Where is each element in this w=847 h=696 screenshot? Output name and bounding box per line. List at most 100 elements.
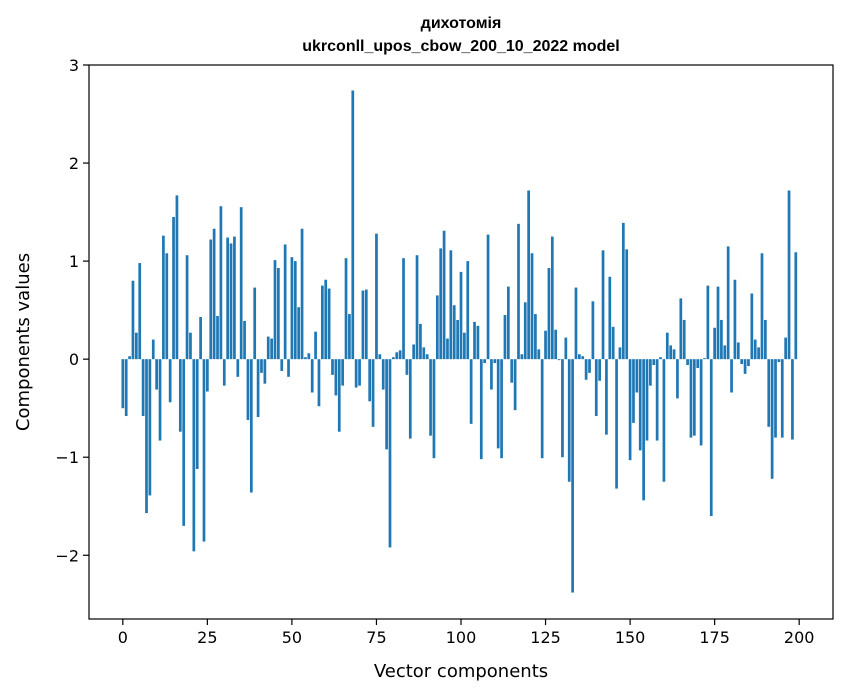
bar-158 [655,359,659,441]
bar-152 [635,359,639,393]
x-tick-label: 100 [446,628,477,647]
x-tick-label: 125 [530,628,561,647]
bar-167 [686,359,689,366]
bar-49 [287,359,290,377]
bar-75 [375,233,378,360]
bar-105 [476,325,480,360]
bar-128 [554,329,558,360]
bar-185 [747,359,750,367]
bar-71 [361,290,365,360]
bar-184 [743,359,747,374]
bar-104 [473,321,476,360]
bar-65 [341,359,344,386]
bar-130 [561,359,564,458]
bar-121 [530,253,534,360]
bar-20 [189,332,192,360]
bar-129 [557,359,561,361]
bar-193 [774,359,777,438]
bar-59 [320,285,324,360]
bar-68 [351,90,355,360]
bar-5 [138,263,142,360]
bar-43 [266,336,270,360]
x-tick-label: 175 [699,628,730,647]
bar-64 [337,359,341,432]
bar-8 [148,359,152,496]
bar-139 [591,301,595,360]
bar-197 [787,190,791,360]
bar-19 [185,255,189,360]
bar-56 [310,359,314,393]
bar-4 [134,332,138,360]
bar-66 [344,258,348,360]
bar-61 [327,288,331,360]
bar-70 [358,359,361,386]
y-axis-ticks: −2 −1 0 1 2 3 [55,56,89,565]
bar-14 [168,359,172,403]
bar-144 [608,276,612,360]
bar-133 [571,359,574,593]
bar-157 [652,359,656,366]
bar-74 [371,359,375,427]
bar-24 [202,359,206,542]
bar-36 [243,320,246,360]
bar-81 [395,352,399,360]
bar-92 [432,359,436,459]
bar-32 [229,243,233,360]
bar-2 [128,356,131,360]
bar-178 [723,345,727,360]
y-tick-label: 1 [69,252,79,271]
bar-168 [689,359,693,438]
bar-28 [216,316,219,360]
bar-12 [162,235,165,360]
bar-176 [716,286,720,360]
bar-51 [293,261,297,360]
bar-103 [469,359,473,424]
bar-98 [452,305,456,360]
bar-58 [317,359,321,407]
bar-62 [331,359,334,375]
bar-90 [425,354,429,360]
bar-140 [594,359,598,417]
bar-37 [246,359,250,420]
bar-86 [412,344,416,360]
y-tick-label: 2 [69,154,79,173]
bar-124 [540,359,544,459]
bar-166 [682,319,686,360]
bar-146 [615,359,618,489]
bar-60 [324,279,328,360]
bar-173 [706,285,710,360]
bar-22 [195,359,199,469]
bar-57 [314,331,317,360]
bar-97 [449,250,453,360]
x-axis-ticks: 0 25 50 75 100 125 150 175 200 [118,619,815,647]
bar-15 [172,216,175,360]
bar-55 [307,353,311,360]
bar-48 [283,244,287,360]
bar-187 [753,339,757,360]
x-tick-label: 200 [784,628,815,647]
bar-9 [151,339,155,360]
bar-40 [256,359,260,418]
bar-156 [649,359,652,386]
bar-135 [578,354,581,360]
bar-180 [730,359,733,393]
bar-141 [598,359,602,381]
bar-198 [791,359,794,440]
bar-18 [182,359,186,526]
chart-title-line1: дихотомія [421,15,502,32]
bar-114 [506,286,510,360]
bar-77 [381,359,385,390]
bar-115 [510,359,514,383]
bar-38 [249,359,253,493]
bar-79 [388,359,392,548]
bar-150 [628,359,632,461]
bar-191 [767,359,771,427]
bar-143 [605,359,608,435]
bar-151 [632,359,635,423]
bar-199 [794,252,798,360]
bar-82 [398,350,402,360]
plot-area-frame [88,64,834,620]
bar-107 [483,359,487,364]
bar-177 [720,319,723,360]
bar-88 [419,323,422,360]
